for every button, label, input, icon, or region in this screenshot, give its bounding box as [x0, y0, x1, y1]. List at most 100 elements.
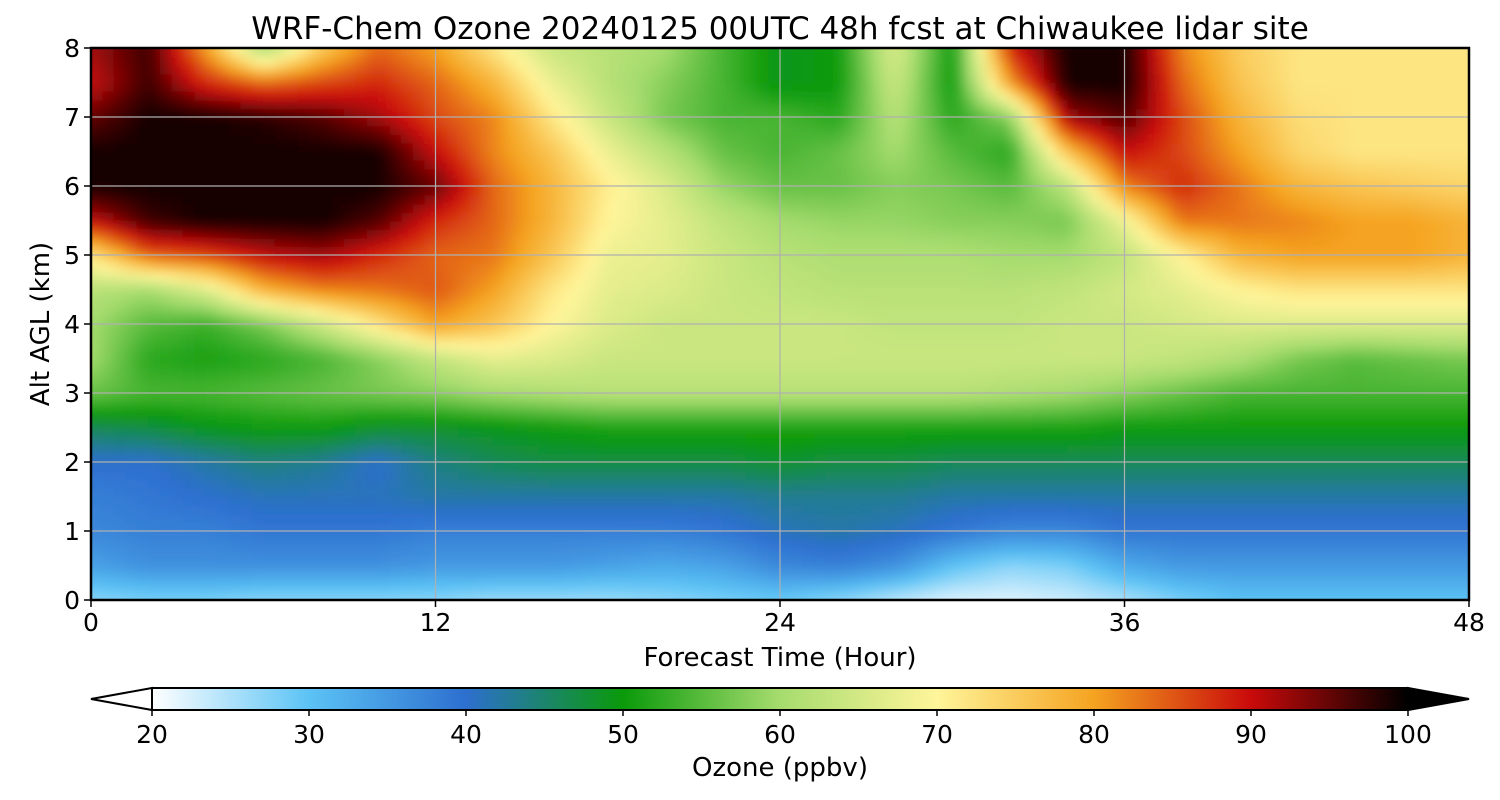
heatmap-cell	[389, 393, 402, 403]
heatmap-cell	[1446, 263, 1459, 274]
heatmap-cell	[1446, 384, 1459, 394]
heatmap-cell	[1273, 539, 1287, 550]
heatmap-cell	[1067, 358, 1080, 368]
heatmap-cell	[1193, 531, 1206, 541]
heatmap-cell	[573, 401, 586, 412]
heatmap-cell	[1469, 574, 1481, 583]
heatmap-cell	[1319, 470, 1332, 481]
heatmap-cell	[871, 255, 885, 265]
heatmap-cell	[366, 315, 379, 325]
heatmap-cell	[1285, 289, 1298, 299]
heatmap-cell	[1434, 505, 1447, 515]
heatmap-cell	[1181, 531, 1195, 541]
heatmap-cell	[263, 401, 276, 412]
heatmap-cell	[917, 556, 931, 567]
heatmap-cell	[1319, 349, 1332, 360]
heatmap-cell	[1021, 436, 1034, 446]
heatmap-cell	[343, 289, 356, 299]
heatmap-cell	[1365, 496, 1378, 506]
heatmap-cell	[102, 531, 115, 541]
heatmap-cell	[1124, 410, 1137, 420]
heatmap-cell	[366, 505, 379, 515]
heatmap-cell	[320, 418, 333, 429]
heatmap-cell	[1193, 375, 1206, 386]
heatmap-cell	[102, 367, 115, 377]
heatmap-cell	[653, 539, 666, 550]
heatmap-cell	[802, 367, 816, 377]
heatmap-cell	[1044, 272, 1057, 282]
heatmap-cell	[91, 341, 104, 351]
heatmap-cell	[1411, 341, 1424, 351]
heatmap-cell	[343, 427, 356, 437]
heatmap-cell	[113, 280, 127, 291]
heatmap-cell	[1308, 324, 1321, 334]
heatmap-cell	[424, 298, 437, 308]
heatmap-cell	[711, 289, 724, 299]
heatmap-cell	[917, 522, 931, 532]
heatmap-cell	[676, 349, 689, 360]
heatmap-cell	[607, 332, 621, 343]
heatmap-cell	[561, 513, 575, 524]
heatmap-cell	[378, 427, 391, 437]
heatmap-cell	[1021, 332, 1034, 343]
heatmap-cell	[940, 556, 954, 567]
heatmap-cell	[1021, 298, 1034, 308]
heatmap-cell	[1262, 548, 1275, 558]
heatmap-cell	[1124, 539, 1137, 550]
heatmap-cell	[883, 375, 896, 386]
heatmap-cell	[205, 462, 219, 472]
heatmap-cell	[424, 470, 437, 481]
heatmap-cell	[700, 600, 712, 609]
heatmap-cell	[481, 444, 494, 455]
heatmap-cell	[860, 298, 873, 308]
heatmap-cell	[1457, 401, 1469, 412]
heatmap-cell	[1411, 289, 1424, 299]
heatmap-cell	[194, 496, 207, 506]
heatmap-cell	[963, 315, 977, 325]
heatmap-cell	[940, 487, 954, 498]
heatmap-cell	[1308, 591, 1321, 600]
heatmap-cell	[1067, 367, 1080, 377]
heatmap-cell	[757, 479, 770, 489]
heatmap-cell	[469, 272, 483, 282]
heatmap-cell	[412, 479, 425, 489]
heatmap-cell	[527, 384, 540, 394]
heatmap-cell	[1239, 453, 1252, 463]
heatmap-cell	[837, 548, 850, 558]
heatmap-cell	[1365, 349, 1378, 360]
heatmap-cell	[171, 505, 184, 515]
heatmap-cell	[504, 600, 516, 609]
heatmap-cell	[883, 427, 896, 437]
heatmap-cell	[1147, 306, 1160, 317]
heatmap-cell	[929, 487, 942, 498]
heatmap-cell	[1285, 574, 1298, 584]
heatmap-cell	[963, 548, 977, 558]
heatmap-cell	[757, 384, 770, 394]
heatmap-cell	[458, 600, 470, 609]
heatmap-cell	[699, 574, 712, 584]
heatmap-cell	[1204, 306, 1218, 317]
heatmap-cell	[1434, 548, 1447, 558]
heatmap-cell	[481, 462, 494, 472]
heatmap-cell	[320, 591, 333, 600]
heatmap-cell	[642, 263, 655, 274]
heatmap-cell	[894, 384, 908, 394]
heatmap-cell	[940, 427, 954, 437]
heatmap-cell	[1273, 513, 1287, 524]
heatmap-cell	[159, 522, 173, 532]
heatmap-cell	[825, 539, 839, 550]
heatmap-cell	[802, 289, 816, 299]
heatmap-cell	[1411, 444, 1424, 455]
heatmap-cell	[768, 591, 781, 600]
heatmap-cell	[1435, 600, 1447, 609]
heatmap-cell	[240, 539, 253, 550]
heatmap-cell	[1400, 298, 1413, 308]
heatmap-cell	[940, 401, 954, 412]
heatmap-cell	[320, 298, 333, 308]
heatmap-cell	[1193, 496, 1206, 506]
heatmap-cell	[1032, 315, 1045, 325]
heatmap-cell	[1423, 263, 1436, 274]
heatmap-cell	[917, 341, 931, 351]
heatmap-cell	[1319, 298, 1332, 308]
heatmap-cell	[929, 306, 942, 317]
